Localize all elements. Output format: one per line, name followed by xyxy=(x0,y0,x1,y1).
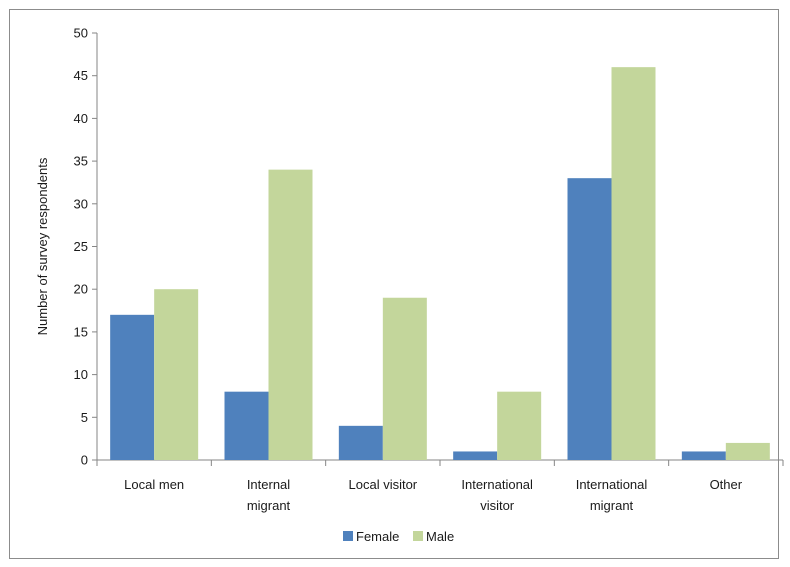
y-tick-label: 5 xyxy=(81,410,88,425)
bar-female-3 xyxy=(453,451,498,460)
x-category-label: International migrant xyxy=(576,477,648,513)
bar-male-2 xyxy=(382,297,427,460)
bar-female-0 xyxy=(110,314,155,460)
y-tick-label: 20 xyxy=(74,282,88,297)
bar-female-4 xyxy=(567,178,612,460)
y-tick-label: 25 xyxy=(74,239,88,254)
x-category-label: Other xyxy=(710,477,743,492)
bar-female-5 xyxy=(681,451,726,460)
x-category-label: Internal migrant xyxy=(247,477,291,513)
bar-male-1 xyxy=(268,169,313,460)
y-tick-label: 10 xyxy=(74,367,88,382)
legend: Female Male xyxy=(343,529,454,544)
x-category-label: International visitor xyxy=(461,477,533,513)
bar-male-5 xyxy=(725,442,770,460)
legend-swatch-female xyxy=(343,531,353,541)
y-tick-label: 30 xyxy=(74,196,88,211)
legend-label-female: Female xyxy=(356,529,399,544)
bar-female-2 xyxy=(338,425,383,460)
legend-label-male: Male xyxy=(426,529,454,544)
legend-swatch-male xyxy=(413,531,423,541)
y-tick-label: 0 xyxy=(81,453,88,468)
y-tick-label: 45 xyxy=(74,68,88,83)
bar-male-3 xyxy=(497,391,542,460)
y-axis-title: Number of survey respondents xyxy=(35,157,50,335)
bars xyxy=(110,67,770,460)
x-category-label: Local men xyxy=(124,477,184,492)
y-axis: 0 5 10 15 20 25 30 35 40 45 50 xyxy=(74,26,98,468)
y-tick-label: 50 xyxy=(74,26,88,41)
bar-male-4 xyxy=(611,67,656,460)
y-tick-label: 35 xyxy=(74,154,88,169)
y-tick-label: 40 xyxy=(74,111,88,126)
bar-female-1 xyxy=(224,391,269,460)
y-tick-label: 15 xyxy=(74,324,88,339)
x-axis: Local men Internal migrant Local visitor Int… xyxy=(96,459,784,513)
bar-male-0 xyxy=(154,289,199,460)
x-category-label: Local visitor xyxy=(349,477,418,492)
